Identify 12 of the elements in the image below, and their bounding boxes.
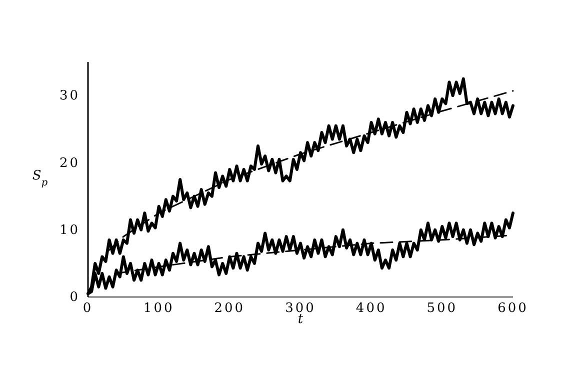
y-axis-title: S$_{p}$	[32, 168, 48, 188]
x-tick-label: 400	[356, 301, 387, 316]
y-tick-label: 0	[70, 290, 80, 306]
y-tick-label: 20	[59, 156, 80, 171]
x-tick-label: 600	[498, 301, 528, 316]
x-tick-label: 500	[426, 301, 458, 316]
x-tick-label: 0	[82, 301, 94, 316]
x-tick-label: 200	[214, 301, 246, 316]
y-tick-label: 30	[59, 88, 80, 104]
y-tick-label: 10	[59, 223, 80, 238]
x-tick-label: 100	[143, 301, 174, 316]
x-axis-title: t	[298, 312, 304, 327]
